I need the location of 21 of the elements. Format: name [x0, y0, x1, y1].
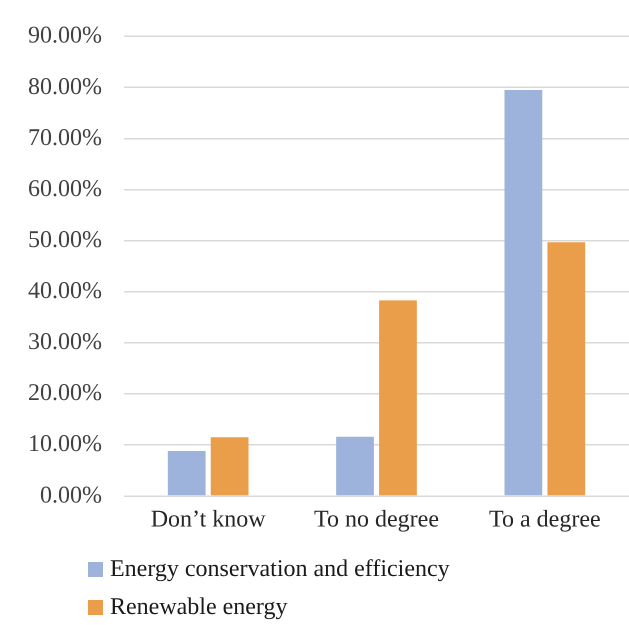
legend-label: Energy conservation and efficiency — [110, 555, 450, 584]
y-tick-label: 90.00% — [28, 22, 102, 49]
y-tick-label: 50.00% — [28, 226, 102, 253]
bar — [168, 451, 206, 496]
y-tick-label: 10.00% — [28, 431, 102, 458]
bar — [210, 437, 249, 496]
bar — [547, 242, 586, 496]
y-tick-label: 40.00% — [28, 278, 102, 304]
y-tick-label: 70.00% — [28, 124, 102, 151]
y-tick-label: 20.00% — [28, 380, 102, 406]
x-tick-label: To a degree — [489, 506, 601, 533]
legend-label: Renewable energy — [110, 593, 288, 622]
x-tick-label: Don’t know — [150, 506, 266, 533]
y-tick-label: 60.00% — [28, 176, 102, 202]
y-tick-label: 80.00% — [28, 74, 102, 100]
bar — [379, 300, 417, 496]
bar — [504, 90, 542, 496]
bar — [336, 436, 374, 496]
x-tick-label: To no degree — [314, 506, 439, 533]
y-tick-label: 0.00% — [40, 482, 102, 508]
y-tick-label: 30.00% — [28, 329, 102, 356]
